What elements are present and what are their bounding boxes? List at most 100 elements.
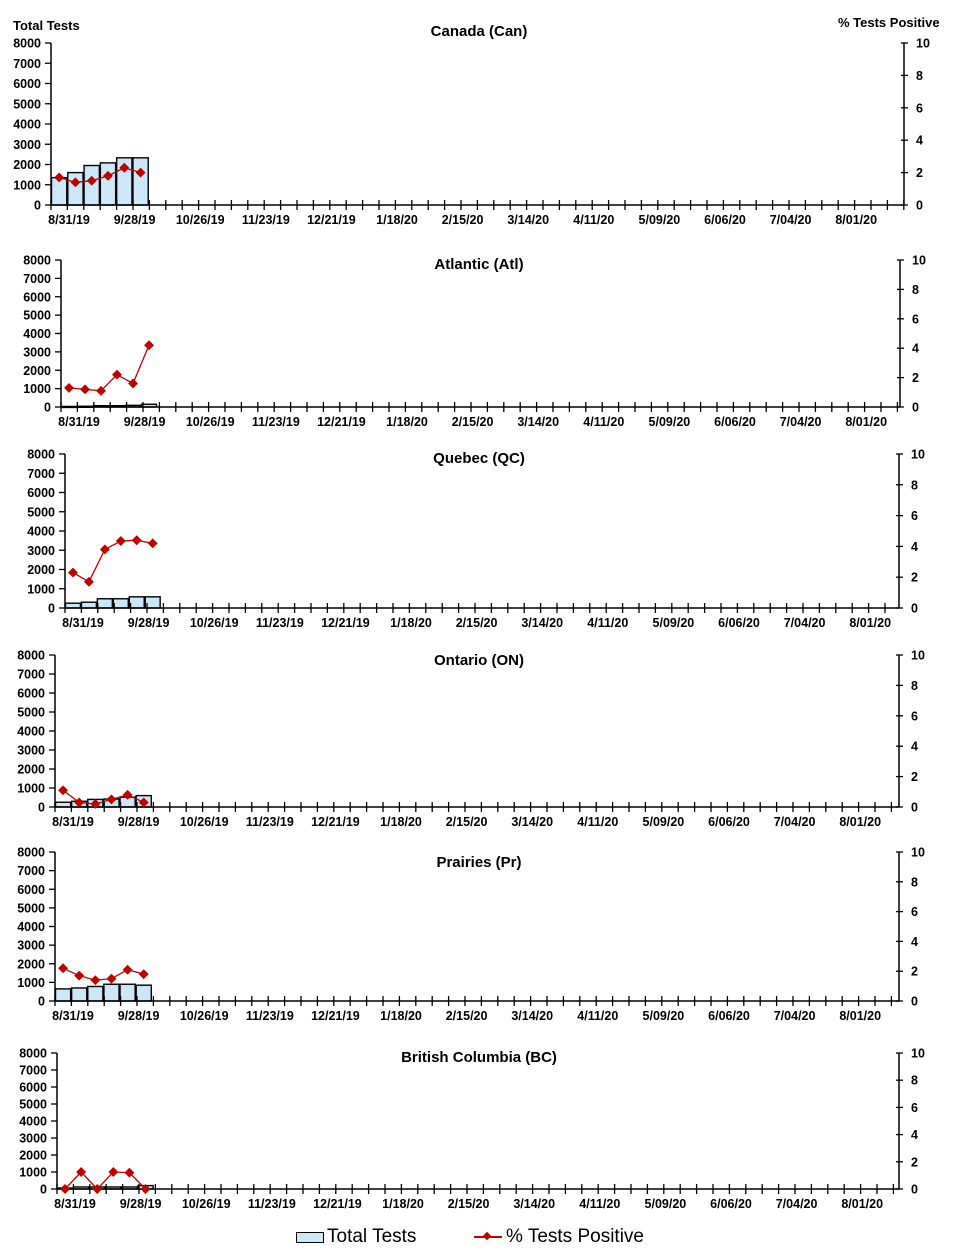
svg-text:6000: 6000 (23, 290, 51, 304)
line-marker-swatch-icon (474, 1231, 502, 1243)
svg-text:2000: 2000 (13, 158, 41, 172)
diamond-marker-icon (74, 797, 85, 808)
diamond-marker-icon (122, 964, 133, 975)
svg-text:1/18/20: 1/18/20 (380, 1009, 422, 1023)
svg-text:6/06/20: 6/06/20 (714, 415, 756, 429)
svg-text:8/31/19: 8/31/19 (52, 815, 94, 829)
right-axis-title: % Tests Positive (838, 15, 940, 30)
svg-text:2000: 2000 (27, 563, 55, 577)
svg-text:3/14/20: 3/14/20 (521, 616, 563, 630)
svg-text:1000: 1000 (17, 976, 45, 990)
diamond-marker-icon (128, 378, 138, 389)
svg-text:1/18/20: 1/18/20 (376, 213, 418, 227)
svg-text:7000: 7000 (13, 57, 41, 71)
svg-text:8/31/19: 8/31/19 (48, 213, 90, 227)
diamond-marker-icon (58, 785, 69, 796)
svg-text:4: 4 (912, 342, 919, 356)
svg-text:3000: 3000 (23, 345, 51, 359)
svg-text:2: 2 (912, 371, 919, 385)
svg-text:0: 0 (38, 801, 45, 815)
svg-text:6: 6 (911, 1101, 918, 1115)
svg-text:2000: 2000 (17, 763, 45, 777)
svg-text:6: 6 (911, 509, 918, 523)
diamond-marker-icon (99, 544, 110, 555)
svg-text:1000: 1000 (19, 1166, 47, 1180)
svg-text:4/11/20: 4/11/20 (579, 1197, 620, 1211)
svg-text:7000: 7000 (19, 1064, 47, 1078)
svg-text:2/15/20: 2/15/20 (448, 1197, 490, 1211)
svg-text:6000: 6000 (13, 77, 41, 91)
diamond-marker-icon (103, 170, 113, 181)
svg-text:10/26/19: 10/26/19 (176, 213, 225, 227)
diamond-marker-icon (70, 177, 81, 188)
svg-text:8: 8 (916, 69, 923, 83)
svg-text:5/09/20: 5/09/20 (653, 616, 695, 630)
svg-text:1000: 1000 (27, 582, 55, 596)
svg-text:2000: 2000 (23, 364, 51, 378)
svg-text:6/06/20: 6/06/20 (718, 616, 760, 630)
diamond-marker-icon (86, 175, 97, 186)
svg-text:4: 4 (911, 935, 918, 949)
svg-text:7000: 7000 (17, 668, 45, 682)
legend-item-pct-positive: % Tests Positive (474, 1226, 644, 1248)
svg-text:10: 10 (911, 846, 925, 860)
svg-text:8/31/19: 8/31/19 (58, 415, 100, 429)
svg-text:7000: 7000 (23, 272, 51, 286)
diamond-marker-icon (60, 1184, 70, 1194)
svg-text:7/04/20: 7/04/20 (774, 1009, 816, 1023)
bar-swatch-icon (296, 1231, 324, 1243)
svg-text:5/09/20: 5/09/20 (645, 1197, 687, 1211)
svg-text:6/06/20: 6/06/20 (708, 1009, 750, 1023)
svg-text:11/23/19: 11/23/19 (242, 213, 290, 227)
svg-text:3/14/20: 3/14/20 (507, 213, 549, 227)
svg-text:6000: 6000 (19, 1081, 47, 1095)
svg-text:7/04/20: 7/04/20 (770, 213, 812, 227)
diamond-marker-icon (135, 167, 146, 178)
svg-text:6: 6 (911, 709, 918, 723)
svg-text:9/28/19: 9/28/19 (128, 616, 170, 630)
svg-text:2: 2 (911, 770, 918, 784)
svg-text:3/14/20: 3/14/20 (513, 1197, 555, 1211)
svg-text:8/01/20: 8/01/20 (849, 616, 891, 630)
diamond-marker-icon (83, 576, 94, 587)
legend-label-pct-positive: % Tests Positive (506, 1226, 644, 1247)
svg-text:2: 2 (916, 166, 923, 180)
diamond-marker-icon (140, 1184, 151, 1194)
svg-text:10: 10 (916, 37, 930, 51)
svg-text:9/28/19: 9/28/19 (118, 1009, 160, 1023)
svg-text:9/28/19: 9/28/19 (120, 1197, 162, 1211)
diamond-marker-icon (144, 340, 154, 351)
svg-text:2: 2 (911, 571, 918, 585)
svg-text:6/06/20: 6/06/20 (704, 213, 746, 227)
svg-text:9/28/19: 9/28/19 (114, 213, 156, 227)
svg-text:7/04/20: 7/04/20 (774, 815, 816, 829)
svg-text:0: 0 (38, 995, 45, 1009)
svg-text:11/23/19: 11/23/19 (256, 616, 304, 630)
svg-text:8: 8 (911, 679, 918, 693)
svg-text:0: 0 (44, 401, 51, 415)
svg-text:4/11/20: 4/11/20 (577, 1009, 618, 1023)
svg-text:4/11/20: 4/11/20 (573, 213, 614, 227)
svg-text:12/21/19: 12/21/19 (313, 1197, 362, 1211)
diamond-marker-icon (131, 535, 142, 546)
svg-text:8000: 8000 (13, 37, 41, 51)
chart-title: Ontario (ON) (434, 652, 524, 669)
svg-text:4000: 4000 (27, 525, 55, 539)
diamond-marker-icon (138, 969, 149, 980)
svg-text:5/09/20: 5/09/20 (639, 213, 681, 227)
svg-text:8000: 8000 (17, 846, 45, 860)
svg-text:11/23/19: 11/23/19 (248, 1197, 296, 1211)
svg-text:5/09/20: 5/09/20 (643, 1009, 685, 1023)
svg-text:4/11/20: 4/11/20 (587, 616, 628, 630)
svg-text:2/15/20: 2/15/20 (452, 415, 494, 429)
svg-text:10: 10 (911, 1047, 925, 1061)
svg-text:5000: 5000 (19, 1098, 47, 1112)
svg-text:3/14/20: 3/14/20 (517, 415, 559, 429)
svg-text:0: 0 (34, 199, 41, 213)
svg-text:5000: 5000 (27, 505, 55, 519)
svg-text:10/26/19: 10/26/19 (190, 616, 239, 630)
svg-text:8/31/19: 8/31/19 (54, 1197, 96, 1211)
svg-text:8000: 8000 (17, 649, 45, 663)
